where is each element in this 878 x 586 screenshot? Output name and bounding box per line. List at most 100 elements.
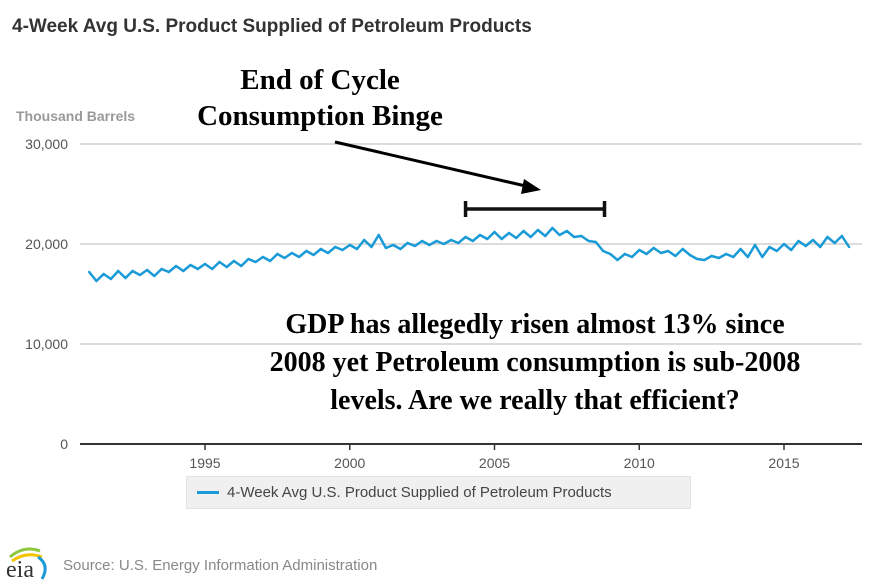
y-tick-label: 0 — [60, 436, 68, 452]
svg-text:eia: eia — [6, 557, 34, 581]
data-point — [138, 273, 142, 277]
data-point — [710, 254, 713, 258]
data-point — [449, 238, 453, 242]
gdp-annotation-line3: levels. Are we really that efficient? — [330, 385, 740, 416]
data-point — [507, 231, 511, 235]
cycle-annotation: End of Cycle Consumption Binge — [170, 62, 470, 134]
data-point — [811, 238, 815, 242]
x-tick-label: 2005 — [479, 455, 510, 471]
data-point — [768, 245, 771, 249]
data-point — [609, 252, 612, 256]
data-point — [189, 263, 192, 267]
legend-swatch — [197, 491, 219, 494]
data-point — [703, 258, 706, 262]
data-point — [775, 249, 778, 253]
data-point — [239, 264, 243, 268]
x-tick-label: 2015 — [768, 455, 799, 471]
data-point — [254, 260, 257, 264]
data-point — [572, 235, 576, 239]
data-point — [88, 270, 91, 274]
data-point — [305, 249, 308, 253]
data-point — [761, 255, 764, 259]
data-point — [247, 257, 250, 261]
data-point — [268, 259, 272, 263]
series-line — [88, 226, 851, 283]
y-axis-label: Thousand Barrels — [16, 108, 136, 124]
data-point — [355, 247, 359, 251]
gdp-annotation-line2: 2008 yet Petroleum consumption is sub-20… — [269, 347, 801, 378]
x-tick-label: 2000 — [334, 455, 365, 471]
data-point — [211, 267, 214, 271]
data-point — [601, 249, 605, 253]
data-point — [746, 255, 750, 259]
data-point — [420, 239, 424, 243]
data-point — [818, 245, 822, 249]
legend[interactable]: 4-Week Avg U.S. Product Supplied of Petr… — [186, 476, 691, 509]
eia-logo: eia — [6, 547, 47, 581]
data-point — [363, 238, 366, 242]
data-point — [645, 252, 648, 256]
data-point — [478, 233, 482, 237]
data-point — [377, 233, 380, 237]
data-point — [261, 255, 265, 259]
data-point — [790, 248, 793, 252]
data-point — [826, 235, 829, 239]
data-point — [384, 246, 388, 250]
data-point — [536, 228, 540, 232]
data-point — [464, 235, 467, 239]
data-point — [515, 236, 518, 240]
data-point — [406, 241, 409, 245]
data-point — [203, 262, 207, 266]
y-tick-label: 30,000 — [25, 136, 68, 152]
data-point — [833, 241, 836, 245]
source-note: Source: U.S. Energy Information Administ… — [63, 557, 378, 574]
y-tick-label: 20,000 — [25, 236, 68, 252]
y-tick-label: 10,000 — [25, 336, 68, 352]
data-point — [95, 279, 98, 283]
data-point — [688, 253, 692, 257]
data-point — [667, 249, 670, 253]
data-point — [399, 247, 402, 251]
data-point — [435, 239, 438, 243]
cycle-annotation-line1: End of Cycle — [240, 64, 400, 96]
data-point — [616, 258, 619, 262]
data-point — [442, 242, 446, 246]
data-point — [580, 234, 583, 238]
data-point — [797, 239, 800, 243]
data-point — [543, 234, 547, 238]
annotation-arrow — [334, 140, 531, 189]
data-point — [471, 239, 474, 243]
data-point — [587, 239, 590, 243]
data-point — [428, 243, 431, 247]
data-point — [145, 268, 149, 272]
data-point — [370, 245, 373, 249]
data-point — [674, 254, 677, 258]
data-point — [160, 267, 163, 271]
data-point — [486, 237, 489, 241]
data-point — [124, 276, 127, 280]
x-tick-label: 1995 — [189, 455, 220, 471]
data-point — [522, 229, 525, 233]
data-point — [558, 233, 561, 237]
data-point — [638, 248, 641, 252]
data-point — [109, 277, 113, 281]
data-point — [551, 226, 554, 230]
data-point — [457, 241, 460, 245]
x-tick-label: 2010 — [624, 455, 655, 471]
data-point — [623, 252, 626, 256]
gdp-annotation: GDP has allegedly risen almost 13% since… — [210, 306, 860, 420]
cycle-annotation-line2: Consumption Binge — [197, 100, 443, 132]
data-point — [167, 270, 171, 274]
data-point — [174, 264, 178, 268]
data-point — [804, 244, 807, 248]
data-point — [594, 240, 598, 244]
data-point — [753, 243, 757, 247]
data-point — [782, 242, 786, 246]
data-point — [739, 247, 742, 251]
data-point — [182, 269, 185, 273]
arrow-head-icon — [521, 179, 541, 194]
data-point — [283, 256, 286, 260]
data-point — [500, 237, 503, 241]
data-point — [724, 252, 728, 256]
